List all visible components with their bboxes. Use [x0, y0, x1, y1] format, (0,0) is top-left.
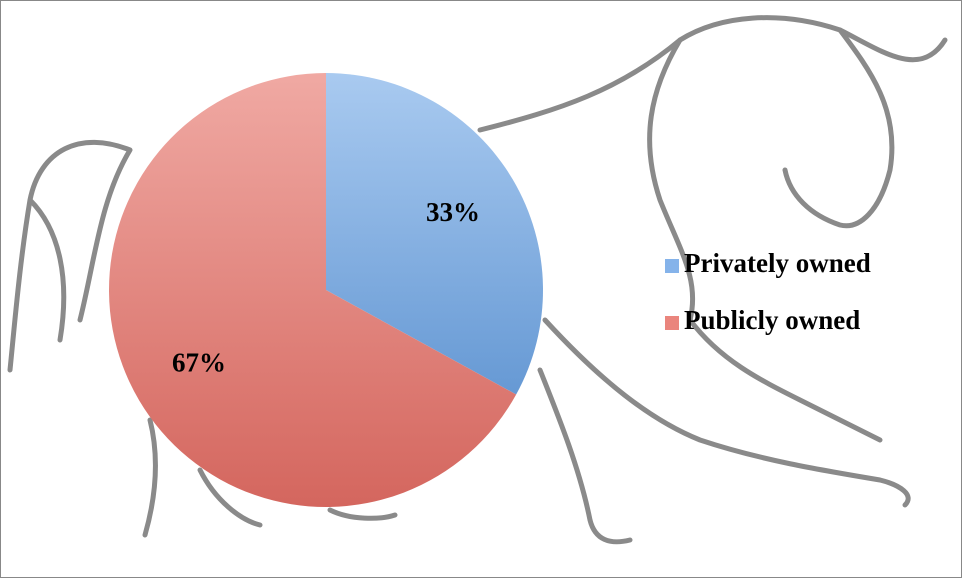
chart: 33% 67% Privately owned Publicly owned — [0, 0, 962, 578]
legend-label: Publicly owned — [684, 305, 860, 335]
data-label: 67% — [172, 347, 226, 377]
pie — [109, 73, 543, 507]
legend-swatch — [665, 259, 679, 273]
legend-label: Privately owned — [684, 248, 871, 278]
data-label: 33% — [426, 197, 480, 227]
legend-swatch — [665, 316, 679, 330]
